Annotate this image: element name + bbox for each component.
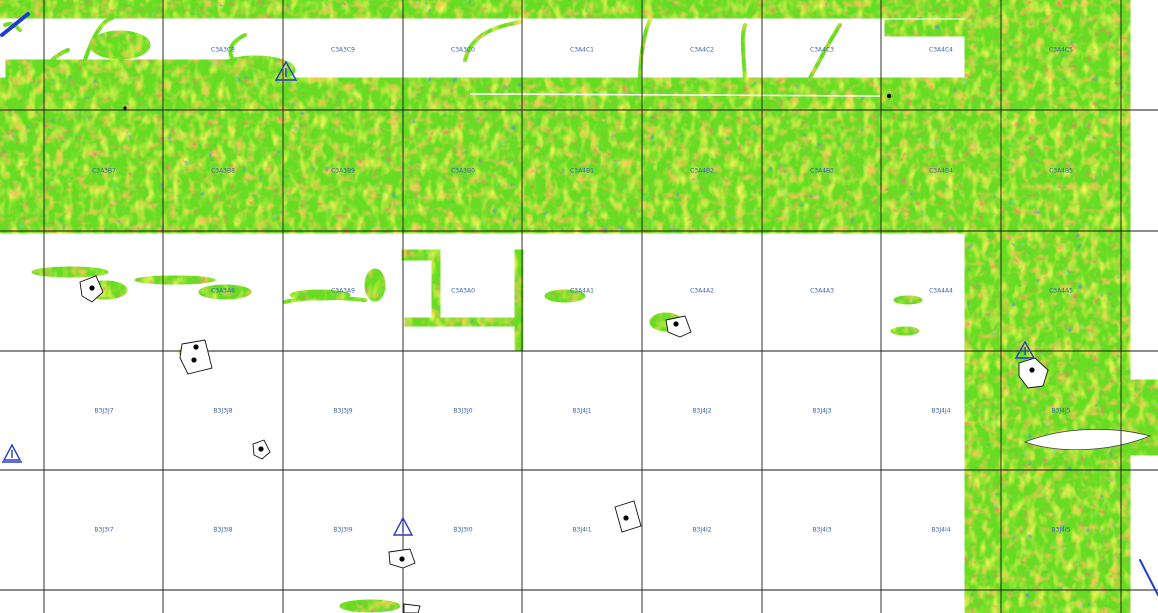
tile-label-c3a4c5: C3A4C5 (1049, 47, 1073, 54)
tile-label-b3j3j7: B3J3J7 (94, 408, 113, 415)
tile-label-c3a3a9: C3A3A9 (331, 288, 355, 295)
tile-label-b3j3j9: B3J3J9 (333, 408, 352, 415)
tile-label-c3a3c9: C3A3C9 (331, 47, 355, 54)
tile-label-c3a4c1: C3A4C1 (570, 47, 594, 54)
tile-label-b3j3i0: B3J3I0 (453, 527, 472, 534)
tile-label-b3j3j0: B3J3J0 (453, 408, 472, 415)
tile-label-c3a3a8: C3A3A8 (211, 288, 235, 295)
tile-label-b3j4j3: B3J4J3 (812, 408, 831, 415)
tile-label-b3j4j5: B3J4J5 (1051, 408, 1070, 415)
edge-streak (1139, 559, 1158, 596)
tile-label-b3j3j8: B3J3J8 (213, 408, 232, 415)
white-track-line (469, 93, 881, 97)
tile-label-c3a3b7: C3A3B7 (92, 168, 116, 175)
tile-label-c3a4c3: C3A4C3 (810, 47, 834, 54)
anomaly-polygon (614, 500, 642, 533)
tile-label-c3a4b3: C3A4B3 (810, 168, 834, 175)
triangle-marker-icon (2, 443, 22, 463)
tile-label-c3a4a3: C3A4A3 (810, 288, 834, 295)
anomaly-polygon (665, 315, 692, 338)
tile-labels: C3A3C8 C3A3C9 C3A3C0 C3A4C1 C3A4C2 C3A4C3 C3A4… (92, 47, 1073, 534)
anomaly-polygon (252, 439, 271, 460)
edge-streak (0, 12, 30, 37)
anomaly-polygon (403, 603, 421, 613)
tile-label-c3a4a1: C3A4A1 (570, 288, 594, 295)
anomaly-dot (886, 93, 892, 99)
tile-label-c3a4c2: C3A4C2 (690, 47, 714, 54)
tile-label-c3a3c8: C3A3C8 (211, 47, 235, 54)
tile-label-b3j4i1: B3J4I1 (572, 527, 591, 534)
white-lens-feature (1023, 428, 1152, 451)
tile-label-c3a4a5: C3A4A5 (1049, 288, 1073, 295)
tile-label-c3a4b2: C3A4B2 (690, 168, 714, 175)
anomaly-dot (123, 106, 127, 110)
tile-label-c3a3b0: C3A3B0 (451, 168, 475, 175)
anomaly-polygon (79, 275, 104, 303)
tile-label-c3a3b9: C3A3B9 (331, 168, 355, 175)
tile-label-c3a4c4: C3A4C4 (929, 47, 953, 54)
tile-label-c3a3c0: C3A3C0 (451, 47, 475, 54)
tile-label-c3a3a0: C3A3A0 (451, 288, 475, 295)
triangle-markers (2, 60, 1036, 536)
tile-label-b3j3i9: B3J3I9 (333, 527, 352, 534)
triangle-marker-icon (1014, 340, 1036, 359)
tile-label-b3j3i7: B3J3I7 (94, 527, 113, 534)
tile-label-c3a4b5: C3A4B5 (1049, 168, 1073, 175)
tile-label-c3a3b8: C3A3B8 (211, 168, 235, 175)
triangle-marker-icon (392, 516, 414, 536)
tile-label-b3j4i2: B3J4I2 (692, 527, 711, 534)
tile-label-b3j4j2: B3J4J2 (692, 408, 711, 415)
tile-label-b3j3i8: B3J3I8 (213, 527, 232, 534)
triangle-marker-icon (274, 60, 298, 81)
tile-label-b3j4j4: B3J4J4 (931, 408, 950, 415)
tile-label-b3j4i5: B3J4I5 (1051, 527, 1070, 534)
anomaly-markers (79, 93, 1049, 613)
tile-label-b3j4j1: B3J4J1 (572, 408, 591, 415)
tile-label-c3a4b1: C3A4B1 (570, 168, 594, 175)
tile-label-c3a4a4: C3A4A4 (929, 288, 953, 295)
tile-label-b3j4i4: B3J4I4 (931, 527, 950, 534)
tile-label-c3a4a2: C3A4A2 (690, 288, 714, 295)
tile-label-c3a4b4: C3A4B4 (929, 168, 953, 175)
anomaly-polygon (179, 339, 213, 375)
anomaly-polygon (388, 548, 416, 569)
tile-label-b3j4i3: B3J4I3 (812, 527, 831, 534)
anomaly-polygon (1018, 357, 1049, 389)
